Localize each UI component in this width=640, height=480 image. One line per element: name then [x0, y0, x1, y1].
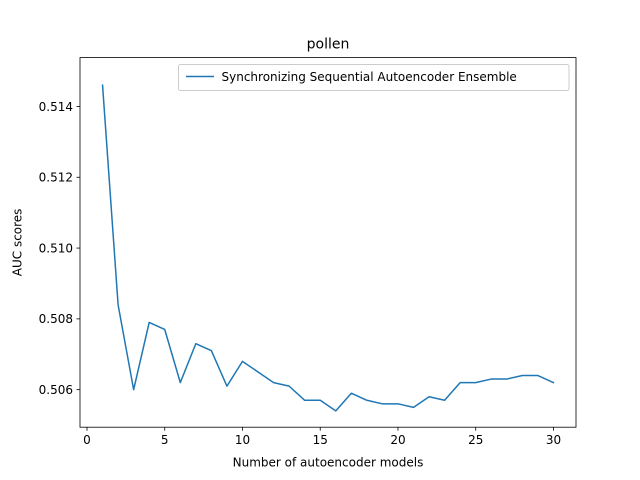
y-axis-label: AUC scores	[11, 209, 25, 277]
y-axis-ticks: 0.506 0.508 0.510 0.512 0.514	[39, 100, 80, 397]
series-layer	[101, 84, 555, 412]
y-tick-label: 0.508	[39, 312, 73, 326]
x-axis-ticks: 0 5 10 15 20 25 30	[83, 427, 561, 447]
y-tick-label: 0.512	[39, 171, 73, 185]
legend-label: Synchronizing Sequential Autoencoder Ens…	[222, 70, 517, 84]
x-tick-label: 20	[390, 433, 405, 447]
y-tick-label: 0.506	[39, 383, 73, 397]
x-tick-label: 10	[235, 433, 250, 447]
x-tick-label: 25	[468, 433, 483, 447]
legend: Synchronizing Sequential Autoencoder Ens…	[178, 64, 570, 91]
x-tick-label: 30	[546, 433, 561, 447]
x-axis-label: Number of autoencoder models	[233, 456, 424, 470]
series-line-0	[101, 84, 555, 412]
x-tick-label: 15	[313, 433, 328, 447]
plot-frame	[79, 57, 577, 428]
x-tick-label: 0	[83, 433, 91, 447]
legend-box	[178, 64, 570, 91]
plot-background	[80, 57, 576, 428]
x-tick-label: 5	[161, 433, 169, 447]
chart-title: pollen	[307, 37, 350, 53]
y-tick-label: 0.514	[39, 100, 73, 114]
y-tick-label: 0.510	[39, 241, 73, 255]
